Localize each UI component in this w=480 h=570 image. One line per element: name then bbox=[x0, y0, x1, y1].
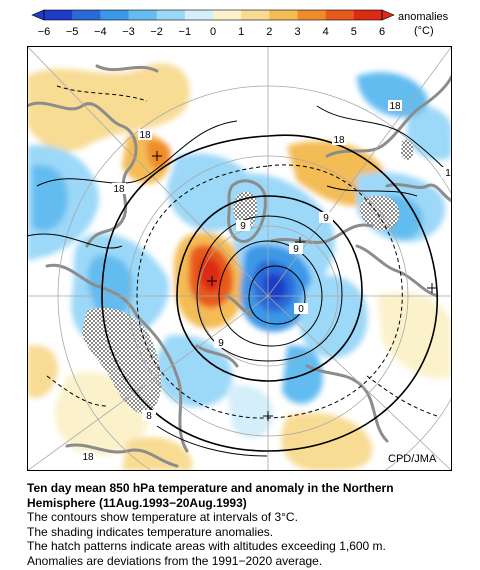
colorbar-tick-label: 6 bbox=[378, 26, 386, 38]
colorbar-frame bbox=[43, 9, 383, 21]
contour-label: 9 bbox=[240, 221, 246, 232]
colorbar-right-arrow bbox=[381, 9, 395, 21]
colorbar-tick-label: −6 bbox=[37, 26, 51, 38]
colorbar-segment bbox=[44, 10, 73, 20]
grid-plus-marks bbox=[152, 151, 437, 421]
contour-label: 18 bbox=[389, 101, 401, 112]
colorbar-segment bbox=[72, 10, 101, 20]
contour-label-bg bbox=[81, 451, 95, 462]
colorbar-tick-label: −4 bbox=[94, 26, 107, 38]
high-altitude-hatch bbox=[82, 139, 414, 414]
contour-label: 0 bbox=[298, 304, 304, 315]
colorbar-tick-label: −1 bbox=[178, 26, 192, 38]
caption-title-line1: Ten day mean 850 hPa temperature and ano… bbox=[27, 481, 394, 495]
colorbar-tick-label: −2 bbox=[150, 26, 163, 38]
contour-label-bg bbox=[236, 220, 250, 231]
colorbar-tick-label: 4 bbox=[322, 26, 329, 38]
colorbar-tick-label: 1 bbox=[238, 26, 245, 38]
credit-label: CPD/JMA bbox=[388, 453, 437, 465]
contour-label-bg bbox=[332, 134, 346, 145]
caption-contour-note: The contours show temperature at interva… bbox=[27, 510, 298, 524]
colorbar-segment bbox=[325, 10, 355, 20]
colorbar-segment bbox=[128, 10, 158, 20]
contour-label: 9 bbox=[323, 213, 329, 224]
caption-title-line2: Hemisphere (11Aug.1993−20Aug.1993) bbox=[27, 495, 247, 510]
contour-label: 8 bbox=[146, 411, 152, 422]
colorbar-segment bbox=[213, 10, 242, 20]
contour-label-bg bbox=[441, 167, 452, 178]
contour-label: 9 bbox=[293, 244, 299, 255]
contour-label-bg bbox=[142, 410, 156, 421]
contour-label: 18 bbox=[113, 184, 125, 195]
colorbar-tick-label: −3 bbox=[122, 26, 135, 38]
colorbar-svg bbox=[31, 9, 395, 21]
figure-caption: Ten day mean 850 hPa temperature and ano… bbox=[27, 481, 467, 568]
contour-label-bg bbox=[319, 212, 333, 223]
colorbar-title: anomalies bbox=[398, 11, 449, 23]
colorbar-segment bbox=[353, 10, 383, 20]
contour-label: 18 bbox=[139, 130, 151, 141]
colorbar-tick-label: 0 bbox=[209, 26, 217, 38]
contour-label-bg bbox=[138, 129, 152, 140]
anomaly-colorbar: −6 −5 −4 −3 −2 −1 0 1 2 3 4 5 6 anomalies (°C) bbox=[0, 0, 480, 48]
contour-label: 18 bbox=[82, 452, 94, 463]
colorbar-segment bbox=[297, 10, 327, 20]
contour-label-bg bbox=[112, 183, 126, 194]
colorbar-tick-label: −5 bbox=[65, 26, 79, 38]
contour-label-bg bbox=[289, 243, 303, 254]
colorbar-segment bbox=[156, 10, 186, 20]
colorbar-tick-label: 3 bbox=[294, 26, 301, 38]
contour-label: 9 bbox=[218, 338, 224, 349]
colorbar-segment bbox=[269, 10, 298, 20]
colorbar-segment bbox=[100, 10, 129, 20]
caption-hatch-note: The hatch patterns indicate areas with a… bbox=[27, 539, 386, 553]
contour-label-bg bbox=[214, 337, 228, 348]
map-frame bbox=[27, 46, 452, 471]
contour-label-bg bbox=[294, 303, 308, 314]
colorbar-segment bbox=[241, 10, 270, 20]
map-svg: 18 18 18 18 9 9 9 0 9 18 8 1 bbox=[27, 46, 452, 471]
caption-anomaly-note: Anomalies are deviations from the 1991−2… bbox=[27, 553, 323, 568]
colorbar-unit: (°C) bbox=[414, 25, 434, 37]
contour-label-bg bbox=[388, 100, 402, 111]
colorbar-tick-label: 2 bbox=[266, 26, 273, 38]
coastlines bbox=[27, 64, 452, 468]
polar-stereographic-map: 18 18 18 18 9 9 9 0 9 18 8 1 bbox=[27, 46, 452, 471]
contour-label: 18 bbox=[333, 135, 345, 146]
contour-label: 1 bbox=[445, 168, 451, 179]
temperature-contours bbox=[27, 85, 452, 457]
colorbar-segment bbox=[184, 10, 214, 20]
colorbar-tick-label: 5 bbox=[350, 26, 357, 38]
caption-shading-note: The shading indicates temperature anomal… bbox=[27, 524, 274, 539]
colorbar-left-arrow bbox=[31, 9, 45, 21]
